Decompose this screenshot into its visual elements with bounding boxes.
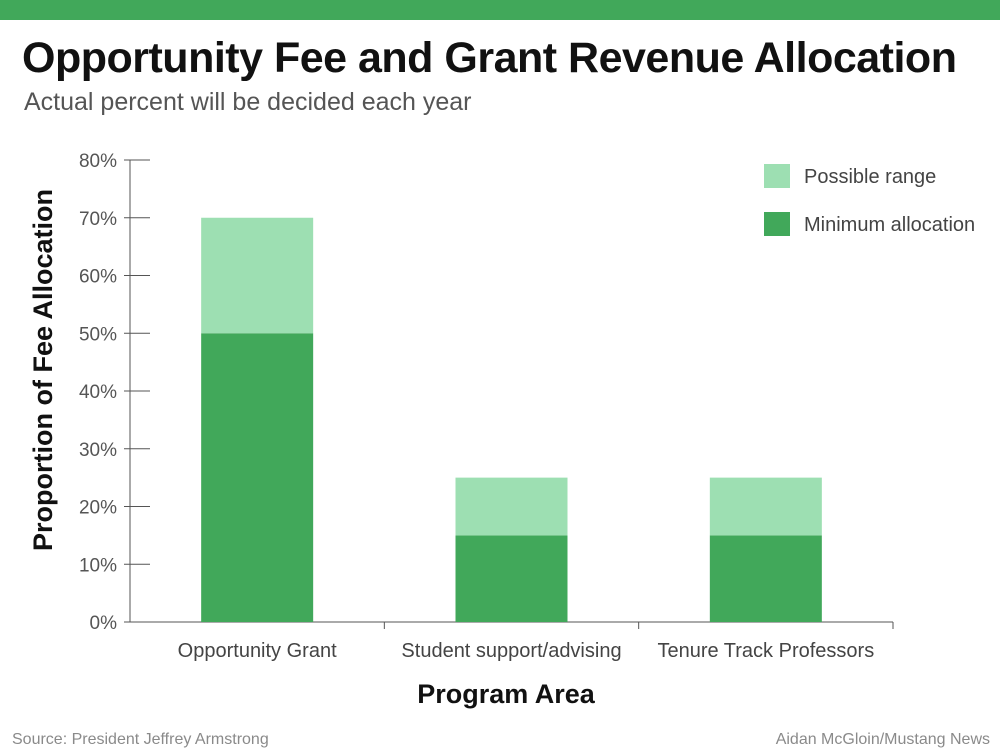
y-tick-label: 20% <box>79 498 117 519</box>
y-axis-title: Proportion of Fee Allocation <box>28 189 58 551</box>
x-axis-title: Program Area <box>417 679 596 709</box>
legend-label: Minimum allocation <box>804 214 975 236</box>
legend-swatch <box>764 164 790 188</box>
x-tick-label: Opportunity Grant <box>178 640 337 662</box>
y-tick-label: 40% <box>79 382 117 403</box>
legend-swatch <box>764 212 790 236</box>
bar-range <box>709 477 822 536</box>
y-tick-label: 80% <box>79 151 117 172</box>
y-tick-label: 70% <box>79 209 117 230</box>
top-accent-bar <box>0 0 1000 20</box>
source-note: Source: President Jeffrey Armstrong <box>12 731 269 748</box>
bar-minimum <box>709 535 822 622</box>
chart-title: Opportunity Fee and Grant Revenue Alloca… <box>22 34 957 82</box>
bar-minimum <box>455 535 568 622</box>
x-tick-label: Student support/advising <box>401 640 621 662</box>
y-tick-label: 50% <box>79 324 117 345</box>
bar-range <box>455 477 568 536</box>
y-tick-label: 10% <box>79 555 117 576</box>
y-tick-label: 60% <box>79 267 117 288</box>
bar-minimum <box>201 333 314 622</box>
y-tick-label: 30% <box>79 440 117 461</box>
x-tick-label: Tenure Track Professors <box>657 640 874 662</box>
legend-label: Possible range <box>804 166 936 188</box>
credit-note: Aidan McGloin/Mustang News <box>775 731 990 748</box>
bar-range <box>201 217 314 334</box>
y-tick-label: 0% <box>90 613 118 634</box>
chart-subtitle: Actual percent will be decided each year <box>24 88 472 116</box>
